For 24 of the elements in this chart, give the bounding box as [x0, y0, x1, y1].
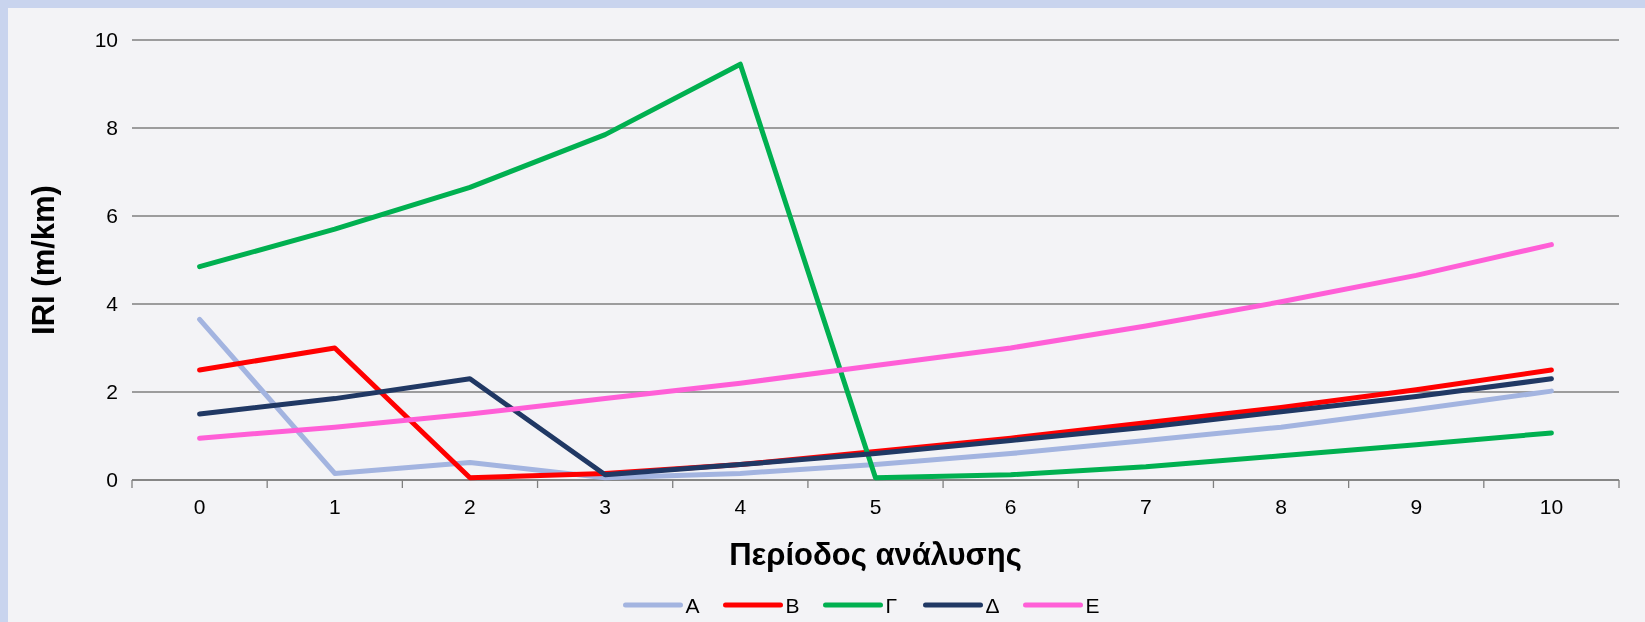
x-tick-label: 9 [1410, 495, 1423, 518]
legend-label: Α [685, 594, 700, 617]
x-tick-label: 7 [1140, 495, 1152, 518]
x-tick-label: 6 [1004, 495, 1017, 518]
x-tick-label: 0 [193, 495, 206, 518]
x-tick-label: 1 [328, 495, 341, 518]
x-tick-label: 5 [869, 495, 882, 518]
legend-label: Γ [885, 594, 898, 617]
legend-label: Δ [985, 594, 1000, 617]
y-tick-label: 4 [106, 292, 119, 315]
y-axis-title: IRI (m/km) [26, 185, 61, 335]
x-tick-label: 10 [1539, 495, 1564, 518]
y-tick-label: 6 [106, 204, 118, 227]
x-tick-label: 2 [464, 495, 476, 518]
y-tick-label: 8 [106, 116, 118, 139]
x-tick-label: 4 [734, 495, 747, 518]
y-tick-label: 2 [106, 380, 118, 403]
legend-label: Ε [1085, 594, 1100, 617]
x-axis-title: Περίοδος ανάλυσης [729, 537, 1022, 572]
y-tick-label: 0 [106, 468, 118, 491]
legend-label: Β [785, 594, 800, 617]
y-tick-label: 10 [94, 28, 118, 51]
x-tick-label: 3 [599, 495, 611, 518]
x-tick-label: 8 [1275, 495, 1287, 518]
